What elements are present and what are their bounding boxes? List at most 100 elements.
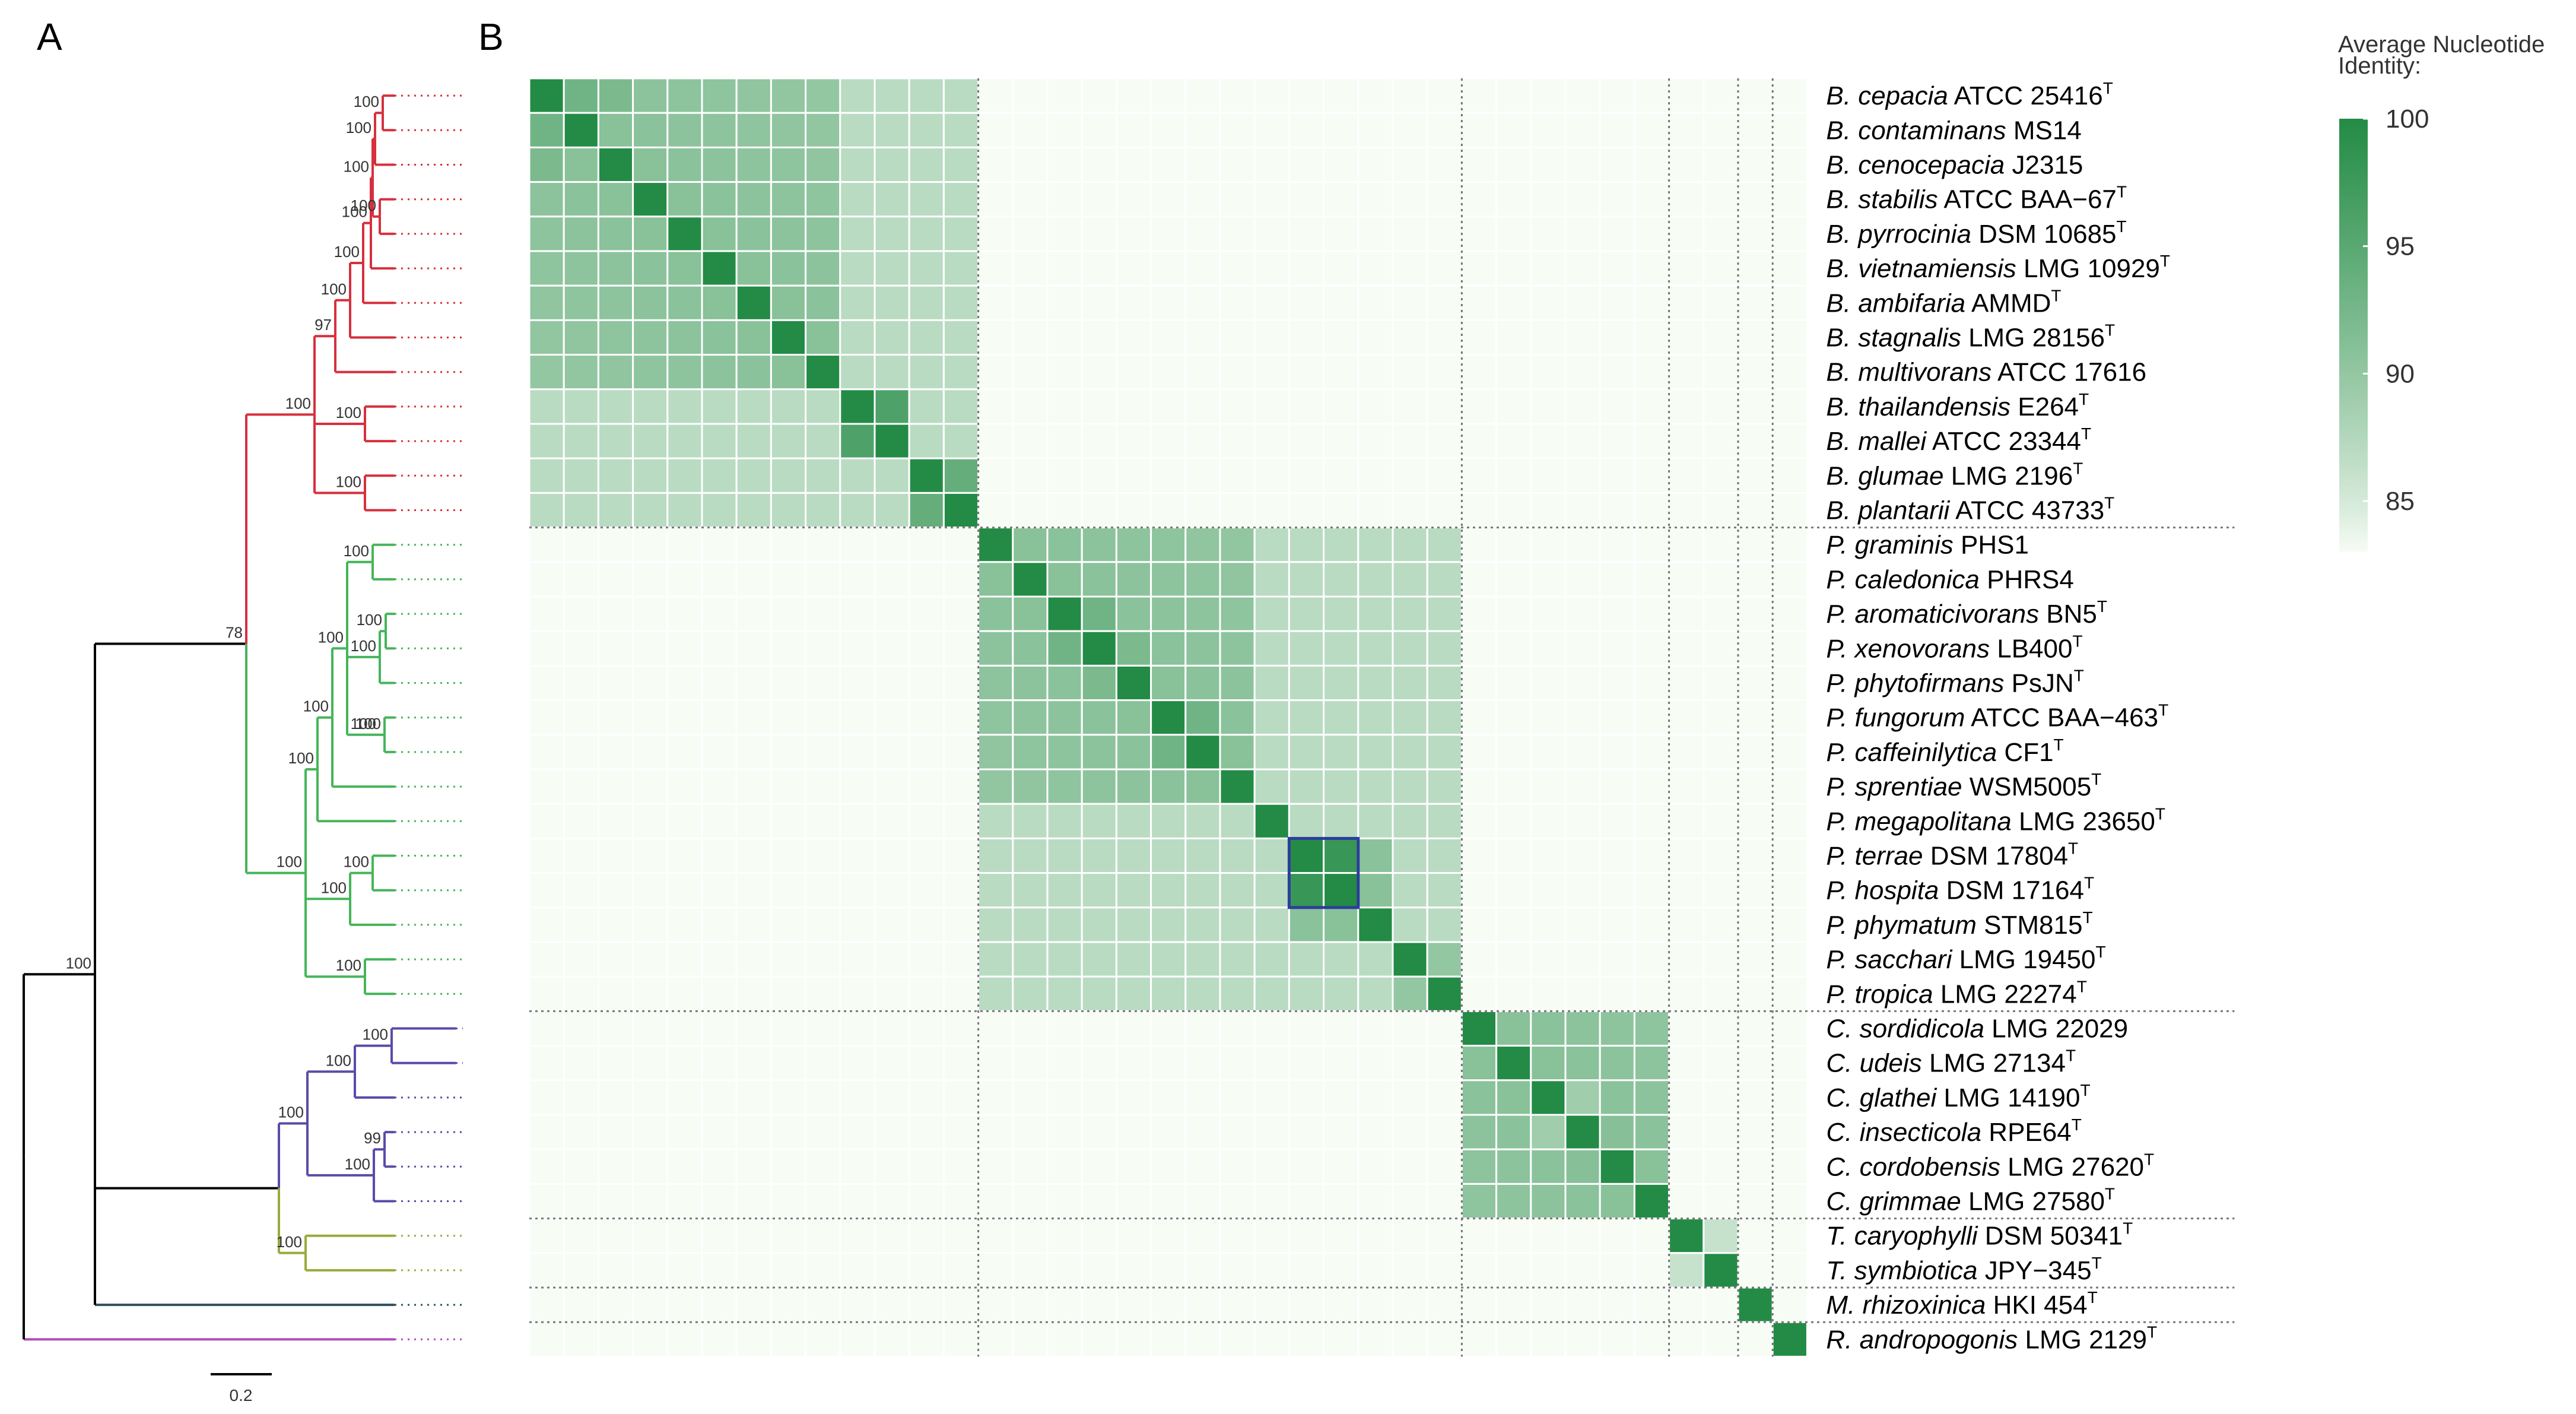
heatmap-cell — [839, 527, 876, 563]
heatmap-cell — [1495, 1182, 1532, 1220]
heatmap-cell — [528, 872, 565, 909]
heatmap-cell — [1253, 1218, 1290, 1254]
heatmap-cell — [1633, 803, 1670, 839]
heatmap-cell — [1357, 872, 1394, 909]
heatmap-cell — [563, 77, 599, 114]
heatmap-cell — [1288, 250, 1325, 287]
taxon-strain: LMG 27580 — [1961, 1187, 2105, 1216]
heatmap-cell — [1323, 664, 1360, 702]
heatmap-cell — [1012, 1252, 1049, 1289]
heatmap-cell — [977, 768, 1014, 805]
heatmap-cell — [1115, 1252, 1152, 1289]
heatmap-cell — [1668, 941, 1705, 978]
heatmap-cell — [528, 561, 565, 598]
heatmap-cell — [1668, 561, 1705, 598]
heatmap-cell — [805, 457, 841, 494]
heatmap-cell — [1081, 1114, 1117, 1150]
heatmap-cell — [1633, 319, 1670, 356]
heatmap-cell — [1323, 146, 1360, 183]
heatmap-cell — [874, 768, 910, 805]
taxon-label: B. cepacia ATCC 25416T — [1826, 79, 2113, 110]
heatmap-cell — [942, 906, 980, 943]
heatmap-cell — [1219, 319, 1256, 356]
heatmap-cell — [1012, 975, 1049, 1012]
heatmap-cell — [1046, 319, 1083, 356]
heatmap-cell — [1530, 1321, 1567, 1358]
heatmap-cell — [1392, 423, 1428, 459]
heatmap-cell — [1392, 1148, 1428, 1185]
heatmap-cell — [1426, 837, 1463, 874]
heatmap-cell — [942, 457, 980, 494]
heatmap-cell — [1150, 664, 1187, 702]
taxon-binomial: M. rhizoxinica — [1826, 1291, 1986, 1320]
heatmap-cell — [1184, 527, 1221, 563]
heatmap-cell — [1495, 423, 1532, 459]
heatmap-cell — [1288, 872, 1325, 909]
heatmap-cell — [1426, 77, 1463, 114]
taxon-label: B. thailandensis E264T — [1826, 390, 2089, 421]
heatmap-cell — [1564, 77, 1601, 114]
heatmap-cell — [1702, 1218, 1739, 1254]
heatmap-cell — [839, 734, 876, 771]
heatmap-cell — [1253, 837, 1290, 874]
heatmap-cell — [770, 250, 807, 287]
taxon-label: B. pyrrocinia DSM 10685T — [1826, 217, 2126, 249]
heatmap-cell — [1115, 1218, 1152, 1254]
heatmap-cell — [1392, 492, 1428, 529]
taxon-strain: CF1 — [1997, 738, 2053, 767]
heatmap-cell — [1633, 1286, 1670, 1323]
taxon-label: B. multivorans ATCC 17616 — [1826, 358, 2146, 387]
heatmap-cell — [805, 319, 841, 356]
heatmap-cell — [1737, 354, 1774, 391]
heatmap-cell — [977, 146, 1014, 183]
heatmap-cell — [770, 1045, 807, 1082]
heatmap-cell — [874, 319, 910, 356]
heatmap-cell — [1081, 457, 1117, 494]
taxon-label: C. cordobensis LMG 27620T — [1826, 1150, 2154, 1181]
heatmap-cell — [1184, 492, 1221, 529]
heatmap-cell — [528, 319, 565, 356]
heatmap-cell — [735, 768, 772, 805]
heatmap-cell — [874, 1114, 910, 1150]
heatmap-cell — [701, 595, 738, 632]
taxon-label: C. udeis LMG 27134T — [1826, 1047, 2076, 1078]
heatmap-cell — [1668, 423, 1705, 459]
heatmap-cell — [1357, 941, 1394, 978]
heatmap-cell — [1184, 354, 1221, 391]
heatmap-cell — [1633, 630, 1670, 667]
heatmap-cell — [1219, 1252, 1256, 1289]
heatmap-cell — [1219, 595, 1256, 632]
heatmap-cell — [1737, 112, 1774, 148]
heatmap-cell — [1184, 975, 1221, 1012]
heatmap-cell — [839, 250, 876, 287]
heatmap-cell — [1771, 561, 1808, 598]
heatmap-cell — [805, 1182, 841, 1220]
heatmap-cell — [1253, 457, 1290, 494]
heatmap-cell — [1046, 630, 1083, 667]
heatmap-cell — [1392, 319, 1428, 356]
heatmap-cell — [701, 215, 738, 252]
heatmap-cell — [942, 1114, 980, 1150]
heatmap-cell — [977, 354, 1014, 391]
heatmap-cell — [1184, 1218, 1221, 1254]
heatmap-cell — [1530, 492, 1567, 529]
heatmap-cell — [1288, 146, 1325, 183]
heatmap-cell — [977, 1286, 1014, 1323]
heatmap-cell — [1564, 630, 1601, 667]
taxon-strain: LMG 14190 — [1936, 1083, 2080, 1112]
heatmap-cell — [632, 664, 669, 702]
heatmap-cell — [1633, 1010, 1670, 1047]
heatmap-cell — [1599, 1148, 1635, 1185]
taxon-strain: J2315 — [2005, 151, 2083, 180]
heatmap-cell — [1599, 906, 1635, 943]
heatmap-cell — [1150, 319, 1187, 356]
heatmap-cell — [1219, 734, 1256, 771]
heatmap-cell — [908, 215, 945, 252]
heatmap-cell — [977, 181, 1014, 218]
heatmap-cell — [1771, 250, 1808, 287]
heatmap-cell — [597, 354, 634, 391]
heatmap-cell — [1323, 906, 1360, 943]
heatmap-cell — [1392, 906, 1428, 943]
heatmap-cell — [666, 250, 703, 287]
heatmap-cell — [839, 181, 876, 218]
